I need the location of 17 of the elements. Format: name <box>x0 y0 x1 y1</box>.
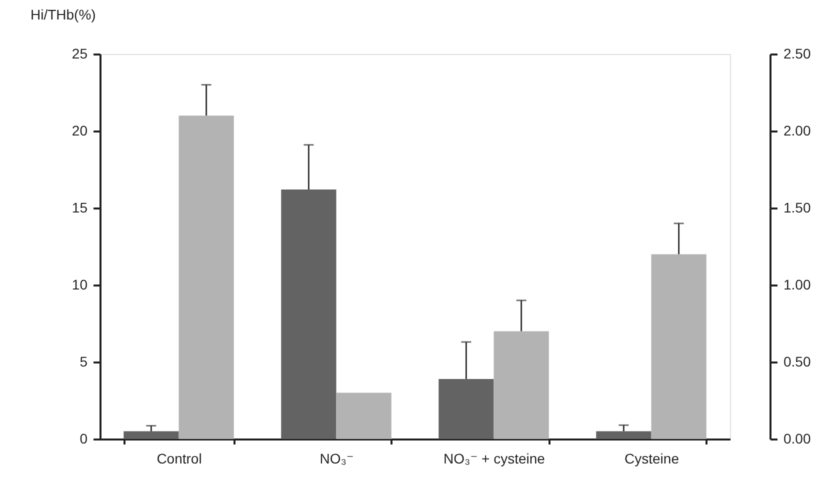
y-tick-label: 20 <box>72 122 88 138</box>
x-tick-label: NO₃⁻ <box>320 450 354 466</box>
x-tick-label: NO₃⁻ + cysteine <box>444 450 546 466</box>
x-tick-label: Cysteine <box>624 450 680 466</box>
y-tick-label: 10 <box>72 276 88 292</box>
y-tick-label: 5 <box>80 354 88 370</box>
y-axis-title: Hi/THb(%) <box>30 6 96 22</box>
y2-tick-label: 2.50 <box>784 46 811 62</box>
x-tick-label: Control <box>156 450 202 466</box>
y2-tick-label: 1.50 <box>784 200 811 216</box>
y-tick-label: 15 <box>72 200 88 216</box>
y2-tick-label: 0.50 <box>784 354 811 370</box>
y2-tick-label: 0.00 <box>784 430 811 446</box>
y2-tick-label: 1.00 <box>784 276 811 292</box>
y2-tick-label: 2.00 <box>784 122 811 138</box>
y-tick-label: 0 <box>80 430 88 446</box>
y-tick-label: 25 <box>72 46 88 62</box>
